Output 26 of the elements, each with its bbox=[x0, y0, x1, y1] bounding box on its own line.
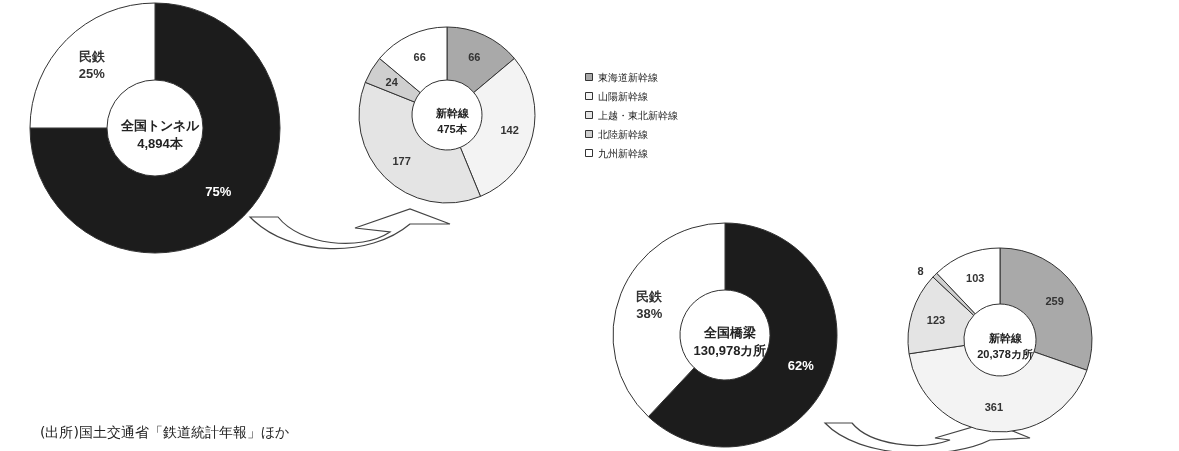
data-label: 66 bbox=[413, 50, 426, 63]
slice-label: 民鉄 bbox=[78, 48, 106, 64]
data-label: 142 bbox=[500, 124, 519, 137]
data-label: 259 bbox=[1045, 295, 1064, 308]
legend-label: 上越・東北新幹線 bbox=[597, 109, 678, 121]
data-label: 24 bbox=[385, 75, 399, 88]
slice-label: 民鉄 bbox=[636, 289, 664, 304]
data-label: 8 bbox=[917, 264, 924, 277]
legend-label: 東海道新幹線 bbox=[597, 71, 658, 83]
legend-label: 北陸新幹線 bbox=[597, 128, 648, 140]
data-label: 75% bbox=[205, 183, 232, 199]
data-label: 361 bbox=[984, 400, 1004, 413]
text: 新幹線 475本 bbox=[434, 107, 470, 135]
data-label: 25% bbox=[78, 65, 106, 81]
legend-label: 九州新幹線 bbox=[597, 147, 648, 159]
data-label: 177 bbox=[392, 154, 411, 167]
text: 全国橋梁 130,978カ所 bbox=[693, 324, 767, 358]
text: 全国トンネル 4,894本 bbox=[120, 117, 200, 151]
data-label: 66 bbox=[468, 50, 481, 63]
data-label: 123 bbox=[926, 314, 946, 327]
data-label: 103 bbox=[966, 271, 985, 284]
data-label: 62% bbox=[787, 357, 815, 373]
data-label: 38% bbox=[636, 306, 663, 321]
legend-label: 山陽新幹線 bbox=[597, 90, 648, 102]
text: 新幹線 20,378カ所 bbox=[977, 332, 1033, 360]
text: (出所)国土交通省「鉄道統計年報」ほか bbox=[40, 424, 289, 442]
